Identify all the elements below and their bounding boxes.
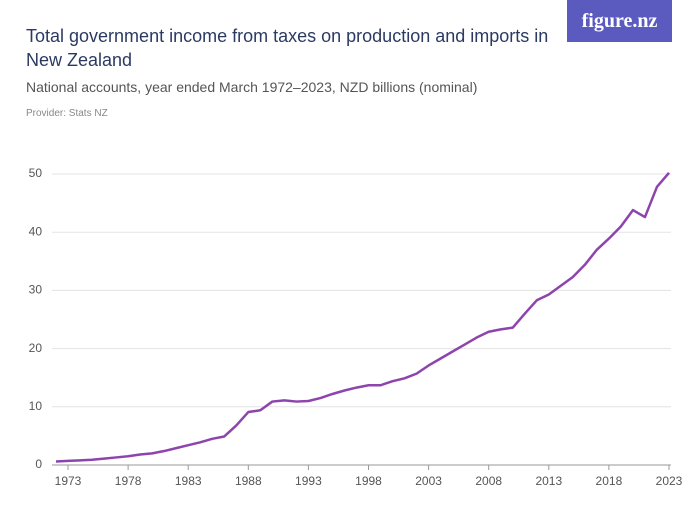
x-tick-label: 2013 — [535, 474, 562, 488]
x-tick-label: 1993 — [295, 474, 322, 488]
x-tick-label: 1973 — [55, 474, 82, 488]
line — [55, 172, 670, 463]
x-tick-label: 2003 — [415, 474, 442, 488]
y-tick-label: 50 — [29, 166, 43, 180]
y-tick-label: 10 — [29, 399, 43, 413]
x-tick-label: 1988 — [235, 474, 262, 488]
x-tick-label: 1978 — [115, 474, 142, 488]
x-tick-label: 1998 — [355, 474, 382, 488]
chart-title: Total government income from taxes on pr… — [26, 26, 549, 70]
logo[interactable]: figure.nz — [567, 0, 672, 42]
y-tick-label: 0 — [35, 457, 42, 471]
y-tick-label: 40 — [29, 224, 43, 238]
x-tick-label: 1983 — [175, 474, 202, 488]
y-tick-label: 20 — [29, 341, 43, 355]
provider: Provider: Stats NZ — [26, 108, 108, 119]
x-tick-label: 2008 — [475, 474, 502, 488]
x-tick-label: 2023 — [656, 474, 683, 488]
chart-subtitle: National accounts, year ended March 1972… — [26, 79, 478, 95]
x-tick-label: 2018 — [596, 474, 623, 488]
y-tick-label: 30 — [29, 283, 43, 297]
